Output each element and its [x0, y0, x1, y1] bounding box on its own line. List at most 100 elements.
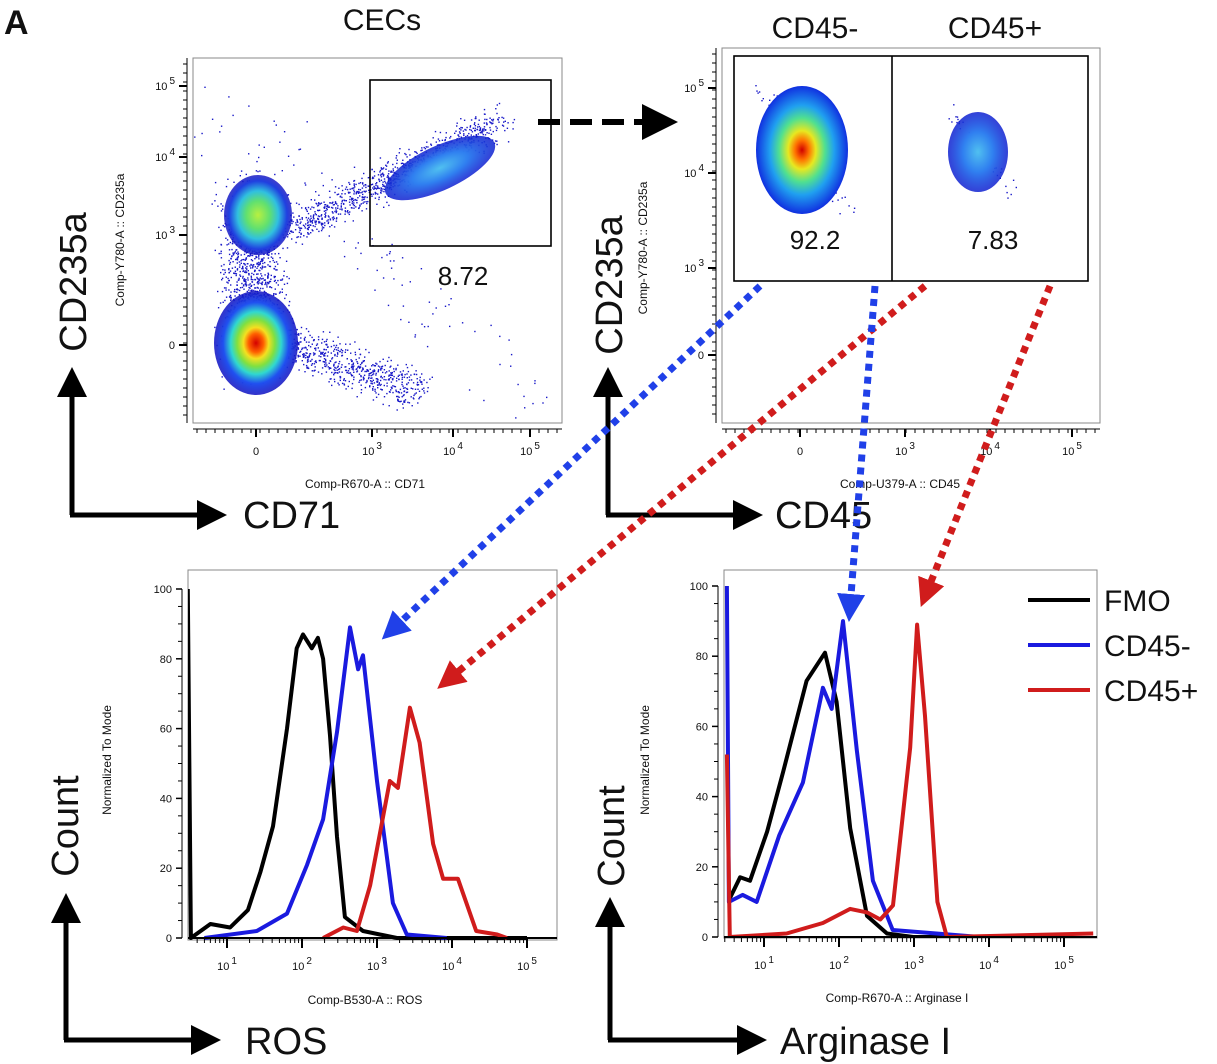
event-dot [389, 251, 391, 253]
event-dot [238, 266, 241, 268]
event-dot [396, 167, 399, 169]
event-dot [339, 343, 341, 345]
event-dot [229, 261, 232, 264]
event-dot [426, 141, 428, 143]
gate-box[interactable] [369, 79, 552, 247]
event-dot [380, 187, 382, 189]
event-dot [223, 287, 226, 289]
event-dot [236, 291, 238, 293]
event-dot [353, 204, 356, 207]
event-dot [769, 99, 771, 101]
cd45-neg-to-ros-arrow [381, 283, 763, 640]
event-dot [317, 218, 319, 220]
event-dot [355, 368, 357, 371]
event-dot [305, 328, 308, 330]
event-dot [256, 273, 258, 275]
event-dot [332, 204, 335, 206]
event-dot [481, 129, 484, 131]
event-dot [335, 361, 337, 363]
event-dot [353, 365, 355, 367]
x-axis-label: Comp-R670-A :: Arginase I [826, 991, 969, 1005]
event-dot [277, 284, 279, 286]
event-dot [382, 172, 384, 174]
event-dot [390, 389, 392, 391]
event-dot [344, 213, 346, 215]
event-dot [344, 207, 347, 209]
event-dot [359, 205, 361, 207]
gate-box[interactable] [733, 55, 1089, 282]
event-dot [417, 384, 420, 386]
event-dot [421, 373, 423, 375]
event-dot [311, 358, 313, 361]
event-dot [385, 168, 387, 170]
event-dot [333, 363, 335, 365]
event-dot [323, 355, 325, 357]
x-tick-label: 10 5 [517, 956, 537, 973]
event-dot [353, 207, 355, 209]
event-dot [258, 254, 260, 257]
event-dot [230, 299, 232, 302]
event-dot [312, 219, 314, 221]
event-dot [403, 394, 405, 396]
event-dot [394, 386, 397, 388]
event-dot [432, 313, 434, 315]
event-dot [401, 383, 403, 386]
event-dot [318, 209, 321, 211]
event-dot [266, 286, 268, 288]
event-dot [327, 351, 329, 353]
event-dot [321, 172, 323, 174]
event-dot [334, 372, 337, 374]
event-dot [401, 257, 404, 259]
event-dot [375, 374, 377, 376]
event-dot [245, 271, 247, 274]
event-dot [220, 252, 222, 255]
event-dot [321, 373, 323, 375]
event-dot [335, 202, 337, 205]
event-dot [362, 196, 364, 199]
event-dot [224, 299, 226, 302]
event-dot [370, 382, 372, 385]
event-dot [336, 193, 338, 196]
event-dot [321, 342, 323, 344]
event-dot [318, 230, 320, 233]
event-dot [367, 377, 370, 380]
event-dot [240, 262, 242, 264]
event-dot [332, 207, 334, 209]
event-dot [315, 221, 317, 223]
event-dot [325, 371, 328, 373]
event-dot [341, 354, 344, 357]
event-dot [304, 371, 306, 373]
event-dot [375, 372, 377, 375]
event-dot [393, 385, 396, 388]
event-dot [346, 371, 348, 374]
event-dot [438, 140, 441, 142]
event-dot [346, 188, 349, 191]
event-dot [242, 265, 244, 268]
event-dot [343, 240, 345, 243]
event-dot [331, 384, 333, 387]
event-dot [374, 289, 376, 291]
event-dot [352, 367, 354, 369]
event-dot [755, 85, 757, 87]
event-dot [276, 269, 278, 271]
event-dot [482, 133, 484, 136]
event-dot [337, 213, 340, 215]
event-dot [335, 207, 337, 209]
event-dot [268, 280, 271, 283]
event-dot [948, 118, 950, 120]
event-dot [417, 388, 419, 390]
x-tick-label: 10 2 [292, 956, 312, 973]
event-dot [365, 208, 368, 210]
event-dot [303, 225, 306, 227]
event-dot [378, 180, 381, 183]
event-dot [367, 369, 369, 371]
event-dot [335, 218, 338, 220]
event-dot [298, 226, 300, 229]
event-dot [324, 216, 326, 218]
event-dot [244, 280, 246, 283]
event-dot [312, 230, 314, 232]
event-dot [256, 282, 258, 284]
legend-label: CD45- [1104, 630, 1191, 663]
event-dot [483, 128, 485, 130]
